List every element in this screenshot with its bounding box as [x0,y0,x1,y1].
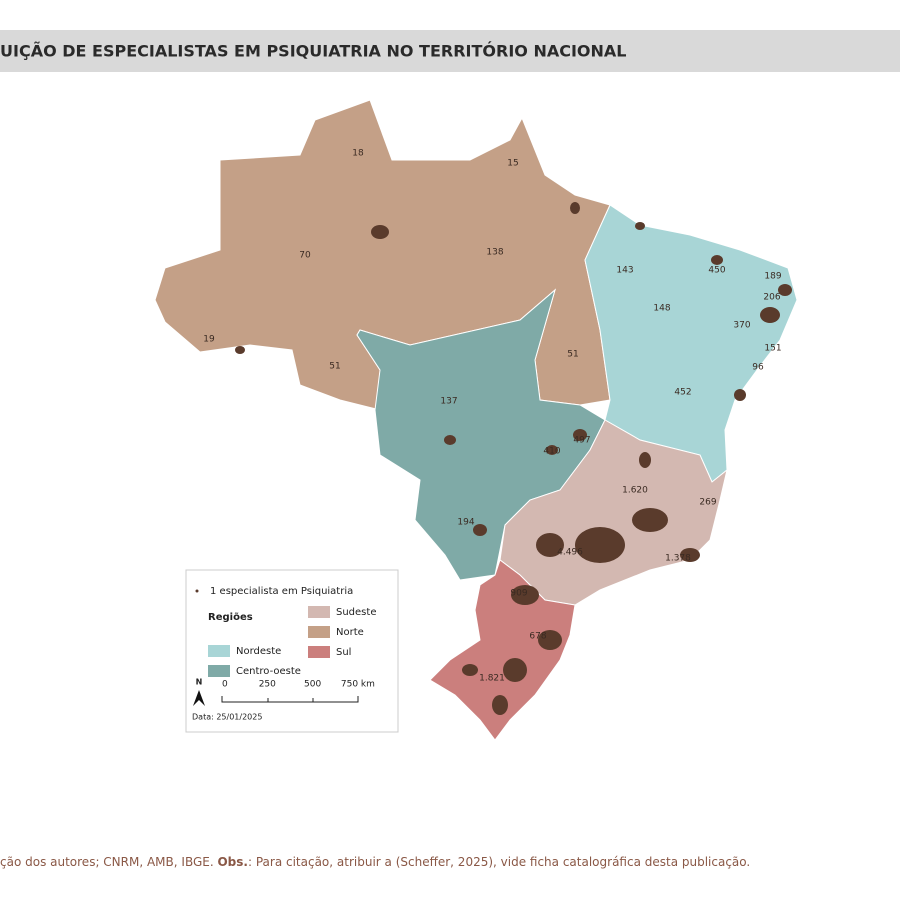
legend-swatch [208,665,230,677]
state-label: 70 [299,251,311,261]
state-label: 137 [440,397,457,407]
state-label: 269 [699,498,716,508]
scale-tick-label: 750 km [341,680,375,690]
state-label: 19 [203,335,215,345]
state-label: 452 [674,388,691,398]
legend: 1 especialista em Psiquiatria Regiões No… [185,569,399,733]
north-arrow [193,690,205,706]
state-label: 148 [653,304,670,314]
source: ção dos autores; CNRM, AMB, IBGE. [0,855,214,869]
specialist-dots [235,202,792,715]
scale-tick-label: 500 [304,680,321,690]
state-label: 370 [733,321,750,331]
state-label: 410 [543,447,560,457]
state-label: 143 [616,266,633,276]
state-label: 15 [507,159,518,169]
state-label: 96 [752,363,764,373]
legend-dot-label: 1 especialista em Psiquiatria [210,586,353,597]
title-bar [0,30,900,72]
scale-tick-label: 250 [259,680,276,690]
title: UIÇÃO DE ESPECIALISTAS EM PSIQUIATRIA NO… [0,42,626,61]
scale-tick-label: 0 [222,680,228,690]
state-labels: 18 15 70 138 143 450 189 206 148 370 151… [203,149,782,684]
scale-ticks: 0 250 500 750 km [222,680,375,690]
state-label: 1.821 [479,674,505,684]
obs-text: : Para citação, atribuir a (Scheffer, 20… [248,855,750,869]
state-label: 678 [529,632,546,642]
state-label: 194 [457,518,474,528]
state-label: 51 [329,362,340,372]
legend-label: Centro-oeste [236,666,301,677]
legend-swatch [308,626,330,638]
region-sudeste [499,419,728,606]
legend-label: Nordeste [236,646,281,657]
legend-label: Sudeste [336,607,376,618]
legend-title: Regiões [208,612,253,623]
legend-items: Nordeste Centro-oeste Sudeste Norte Sul [208,606,376,677]
north-label: N [196,678,203,687]
legend-swatch [208,645,230,657]
legend-swatch [308,646,330,658]
legend-label: Sul [336,647,351,658]
legend-swatch [308,606,330,618]
state-label: 18 [352,149,364,159]
state-label: 450 [708,266,725,276]
region-sul [429,559,576,741]
state-label: 138 [486,248,503,258]
obs-label: Obs. [217,855,248,869]
regions [154,99,798,741]
date: Data: 25/01/2025 [192,713,262,722]
region-norte [154,99,611,411]
legend-label: Norte [336,627,364,638]
state-label: 151 [764,344,781,354]
region-nordeste [584,204,798,483]
state-label: 1.620 [622,486,648,496]
state-label: 1.378 [665,554,691,564]
state-label: 206 [763,293,780,303]
state-label: 4.496 [557,548,583,558]
scale-bar [221,696,359,703]
state-label: 51 [567,350,578,360]
state-label: 497 [573,436,590,446]
legend-dot [195,589,199,593]
state-label: 909 [510,589,527,599]
state-label: 189 [764,272,781,282]
footer: ção dos autores; CNRM, AMB, IBGE. Obs.: … [0,855,750,869]
